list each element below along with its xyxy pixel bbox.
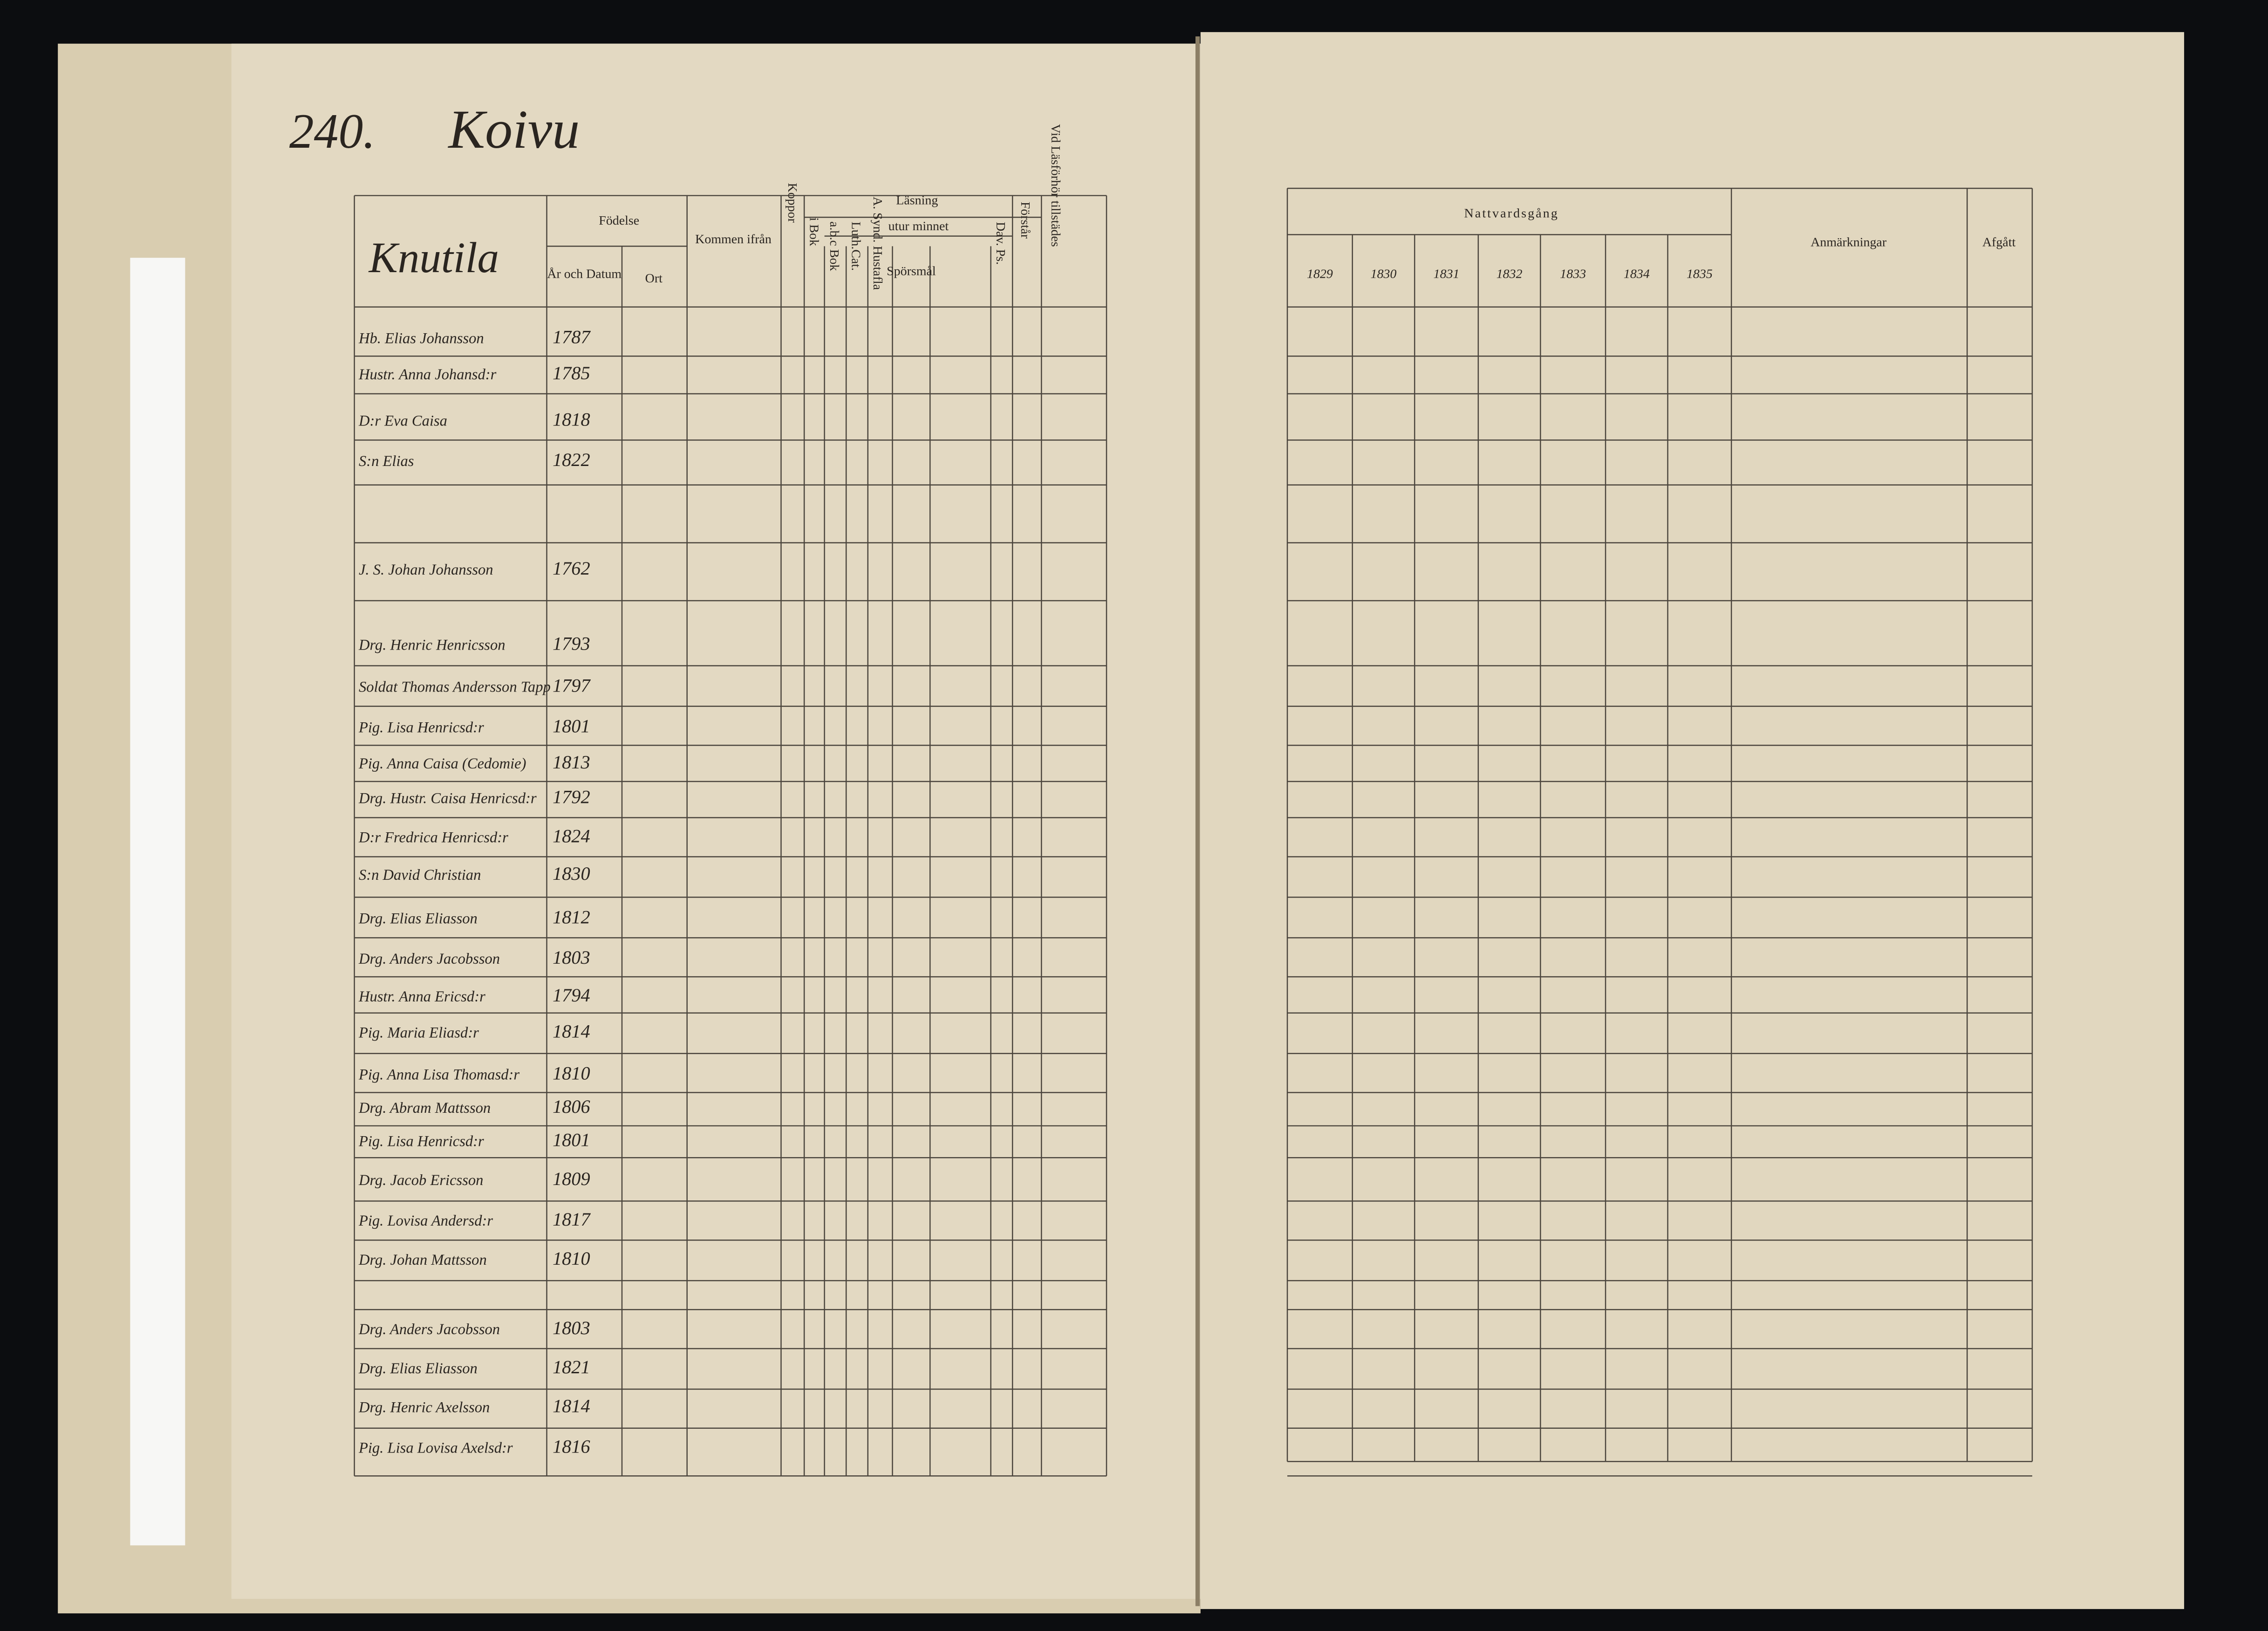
birth-year: 1792 xyxy=(553,787,590,808)
page-number: 240. xyxy=(289,104,376,158)
person-name: Pig. Maria Eliasd:r xyxy=(358,1025,479,1042)
column-header: utur minnet xyxy=(888,219,949,233)
birth-year: 1762 xyxy=(553,558,590,579)
birth-year: 1824 xyxy=(553,825,590,846)
birth-year: 1814 xyxy=(553,1396,590,1417)
birth-year: 1818 xyxy=(553,409,590,430)
column-header: Afgått xyxy=(1982,235,2016,249)
paper-strip xyxy=(130,258,185,1546)
person-name: S:n Elias xyxy=(359,453,414,470)
column-header: i Bok xyxy=(807,218,821,246)
year-header: 1829 xyxy=(1307,267,1333,281)
left-sheet xyxy=(231,43,1201,1599)
person-name: J. S. Johan Johansson xyxy=(359,562,493,578)
person-name: D:r Eva Caisa xyxy=(358,412,447,429)
person-name: Drg. Johan Mattsson xyxy=(358,1252,487,1268)
year-header: 1833 xyxy=(1560,267,1586,281)
year-header: 1830 xyxy=(1371,267,1397,281)
column-header: År och Datum xyxy=(547,267,622,281)
birth-year: 1816 xyxy=(553,1436,590,1457)
column-header: Ort xyxy=(645,271,663,286)
birth-year: 1785 xyxy=(553,363,590,384)
person-name: Pig. Lisa Henricsd:r xyxy=(358,1133,484,1150)
column-header: Luth.Cat. xyxy=(849,222,863,271)
birth-year: 1787 xyxy=(553,326,591,347)
year-header: 1831 xyxy=(1434,267,1460,281)
birth-year: 1813 xyxy=(553,752,590,773)
column-header: Dav. Ps. xyxy=(993,222,1008,265)
left-table: Födelse År och Datum Ort Kommen ifrån Koppor… xyxy=(354,124,1107,1477)
column-header: Anmärkningar xyxy=(1810,235,1887,249)
village: Koivu xyxy=(447,99,580,160)
person-name: Drg. Elias Eliasson xyxy=(358,910,478,927)
person-name: Drg. Hustr. Caisa Henricsd:r xyxy=(358,790,537,807)
person-name: Hb. Elias Johansson xyxy=(358,330,484,347)
birth-year: 1812 xyxy=(553,906,590,927)
person-name: Drg. Abram Mattsson xyxy=(358,1100,491,1117)
person-name: Hustr. Anna Ericsd:r xyxy=(358,988,485,1005)
column-header: Födelse xyxy=(599,213,639,228)
birth-year: 1806 xyxy=(553,1096,590,1117)
person-name: Pig. Lisa Lovisa Axelsd:r xyxy=(358,1440,513,1457)
person-name: Pig. Anna Lisa Thomasd:r xyxy=(358,1067,519,1083)
column-header: Nattvardsgång xyxy=(1464,206,1559,220)
column-header: a.b.c Bok xyxy=(827,221,841,271)
person-name: Drg. Henric Henricsson xyxy=(358,637,506,654)
birth-year: 1797 xyxy=(553,675,591,696)
year-header: 1834 xyxy=(1624,267,1650,281)
column-header: Läsning xyxy=(896,193,938,207)
column-header: Kommen ifrån xyxy=(695,232,772,247)
birth-year: 1803 xyxy=(553,947,590,968)
birth-year: 1810 xyxy=(553,1063,590,1084)
person-name: Pig. Lovisa Andersd:r xyxy=(358,1213,493,1229)
birth-year: 1814 xyxy=(553,1021,590,1042)
column-header: Förstår xyxy=(1018,202,1032,239)
person-name: Pig. Anna Caisa (Cedomie) xyxy=(358,755,526,772)
birth-year: 1801 xyxy=(553,715,590,736)
birth-year: 1794 xyxy=(553,985,590,1006)
person-name: Pig. Lisa Henricsd:r xyxy=(358,719,484,736)
person-name: Drg. Anders Jacobsson xyxy=(358,1321,500,1338)
column-header: Vid Läsförhör tillstädes xyxy=(1048,124,1063,247)
person-name: Drg. Henric Axelsson xyxy=(358,1399,490,1416)
birth-year: 1821 xyxy=(553,1357,590,1377)
farm: Knutila xyxy=(368,234,499,282)
person-name: Soldat Thomas Andersson Tapp xyxy=(359,679,551,696)
birth-year: 1803 xyxy=(553,1317,590,1338)
birth-year: 1809 xyxy=(553,1168,590,1189)
birth-year: 1810 xyxy=(553,1248,590,1269)
birth-year: 1793 xyxy=(553,633,590,654)
right-page xyxy=(1200,32,2184,1609)
birth-year: 1822 xyxy=(553,449,590,470)
birth-year: 1801 xyxy=(553,1129,590,1150)
year-header: 1832 xyxy=(1496,267,1523,281)
column-header: A. Synd. Hustafla xyxy=(870,197,885,290)
person-name: D:r Fredrica Henricsd:r xyxy=(358,829,508,846)
column-header: Koppor xyxy=(785,183,799,223)
year-header: 1835 xyxy=(1687,267,1713,281)
person-name: S:n David Christian xyxy=(359,867,481,884)
person-name: Drg. Anders Jacobsson xyxy=(358,951,500,967)
person-name: Drg. Elias Eliasson xyxy=(358,1360,478,1377)
person-name: Drg. Jacob Ericsson xyxy=(358,1172,484,1189)
column-header: Spörsmål xyxy=(887,264,936,278)
person-name: Hustr. Anna Johansd:r xyxy=(358,366,497,383)
birth-year: 1830 xyxy=(553,863,590,884)
birth-year: 1817 xyxy=(553,1209,591,1230)
right-table: Nattvardsgång 1829 1830 1831 1832 1833 1834 183… xyxy=(1286,187,2033,1477)
